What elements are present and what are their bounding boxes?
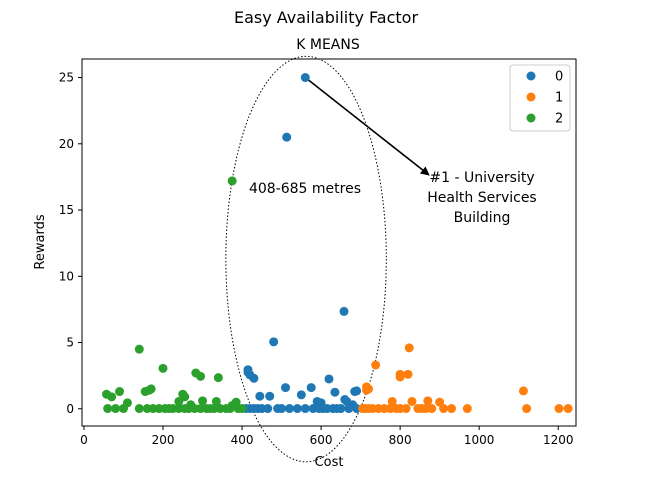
plot-frame	[81, 58, 577, 427]
legend-marker-0	[526, 71, 536, 81]
x-tick-label: 0	[80, 433, 88, 447]
legend-marker-2	[526, 113, 536, 123]
cluster-2-point	[107, 392, 117, 402]
cluster-0-point	[277, 404, 287, 414]
cluster-1-point	[462, 404, 472, 414]
cluster-0-point	[339, 306, 349, 316]
legend: 0 1 2	[509, 64, 571, 132]
x-axis-label: Cost	[315, 455, 344, 470]
cluster-2-point	[134, 404, 144, 414]
cluster-2-point	[118, 404, 128, 414]
y-tick-label: 5	[66, 336, 74, 350]
cluster-2-point	[211, 396, 221, 406]
cluster-0-point	[344, 404, 354, 414]
legend-label-0: 0	[555, 70, 563, 85]
x-tick-label: 1200	[543, 433, 574, 447]
legend-label-1: 1	[555, 91, 563, 106]
legend-label-2: 2	[555, 112, 563, 127]
cluster-1-point	[427, 404, 437, 414]
cluster-1-point	[522, 404, 532, 414]
cluster-1-point	[407, 396, 417, 406]
cluster-1-point	[554, 404, 564, 414]
cluster-1-point	[439, 404, 449, 414]
cluster-0-point	[249, 373, 259, 383]
cluster-0-point	[336, 404, 346, 414]
cluster-1-point	[518, 386, 528, 396]
y-axis: 0 5 10 15 20 25	[59, 71, 82, 416]
y-tick-label: 25	[59, 71, 74, 85]
data-points-layer	[102, 73, 573, 414]
y-tick-label: 0	[66, 402, 74, 416]
cluster-0-point	[281, 383, 291, 393]
cluster-2-point	[103, 404, 113, 414]
cluster-2-point	[115, 387, 125, 397]
legend-box	[509, 64, 571, 132]
callout-line: Building	[454, 210, 511, 226]
callout-arrow-head	[419, 166, 430, 176]
cluster-2-point	[198, 396, 208, 406]
x-tick-label: 800	[389, 433, 412, 447]
range-annotation-label: 408-685 metres	[249, 181, 361, 197]
y-tick-label: 15	[59, 203, 74, 217]
x-tick-label: 400	[231, 433, 254, 447]
cluster-0-point	[330, 387, 340, 397]
cluster-0-point	[292, 404, 302, 414]
cluster-0-point	[306, 383, 316, 393]
cluster-2-point	[111, 404, 121, 414]
cluster-2-point	[227, 176, 237, 186]
cluster-0-point	[352, 386, 362, 396]
cluster-0-point	[282, 132, 292, 142]
cluster-0-point	[296, 390, 306, 400]
callout-line: Health Services	[427, 190, 536, 206]
figure-title: Easy Availability Factor	[234, 8, 419, 27]
cluster-2-point	[237, 404, 247, 414]
cluster-1-point	[403, 369, 413, 379]
cluster-0-point	[300, 404, 310, 414]
y-tick-label: 10	[59, 269, 74, 283]
cluster-0-point	[255, 391, 265, 401]
annotation-layer	[225, 55, 430, 463]
cluster-0-point	[265, 391, 275, 401]
cluster-1-point	[423, 396, 433, 406]
cluster-1-point	[404, 343, 414, 353]
cluster-2-point	[144, 385, 154, 395]
callout-annotation: #1 - University Health Services Building	[427, 170, 536, 226]
cluster-2-point	[225, 404, 235, 414]
cluster-2-point	[158, 363, 168, 373]
cluster-1-point	[563, 404, 573, 414]
cluster-1-point	[401, 404, 411, 414]
x-tick-label: 600	[310, 433, 333, 447]
x-axis: 0 200 400 600 800 1000 1200	[80, 426, 573, 447]
chart-title: K MEANS	[296, 37, 360, 53]
cluster-2-point	[174, 396, 184, 406]
cluster-1-point	[371, 360, 381, 370]
cluster-0-point	[324, 374, 334, 384]
y-axis-label: Rewards	[33, 214, 48, 269]
cluster-0-point	[284, 404, 294, 414]
cluster-1-point	[364, 384, 374, 394]
cluster-0-point	[300, 73, 310, 83]
legend-marker-1	[526, 92, 536, 102]
callout-arrow-line	[304, 76, 424, 171]
x-tick-label: 200	[152, 433, 175, 447]
range-ellipse	[225, 55, 387, 463]
cluster-0-point	[269, 337, 279, 347]
cluster-1-point	[447, 404, 457, 414]
cluster-2-point	[213, 373, 223, 383]
cluster-2-point	[134, 344, 144, 354]
x-tick-label: 1000	[464, 433, 495, 447]
y-tick-label: 20	[59, 137, 74, 151]
cluster-1-point	[395, 372, 405, 382]
cluster-1-point	[387, 396, 397, 406]
cluster-2-point	[196, 371, 206, 381]
callout-line: #1 - University	[429, 170, 534, 186]
cluster-0-point	[263, 404, 273, 414]
